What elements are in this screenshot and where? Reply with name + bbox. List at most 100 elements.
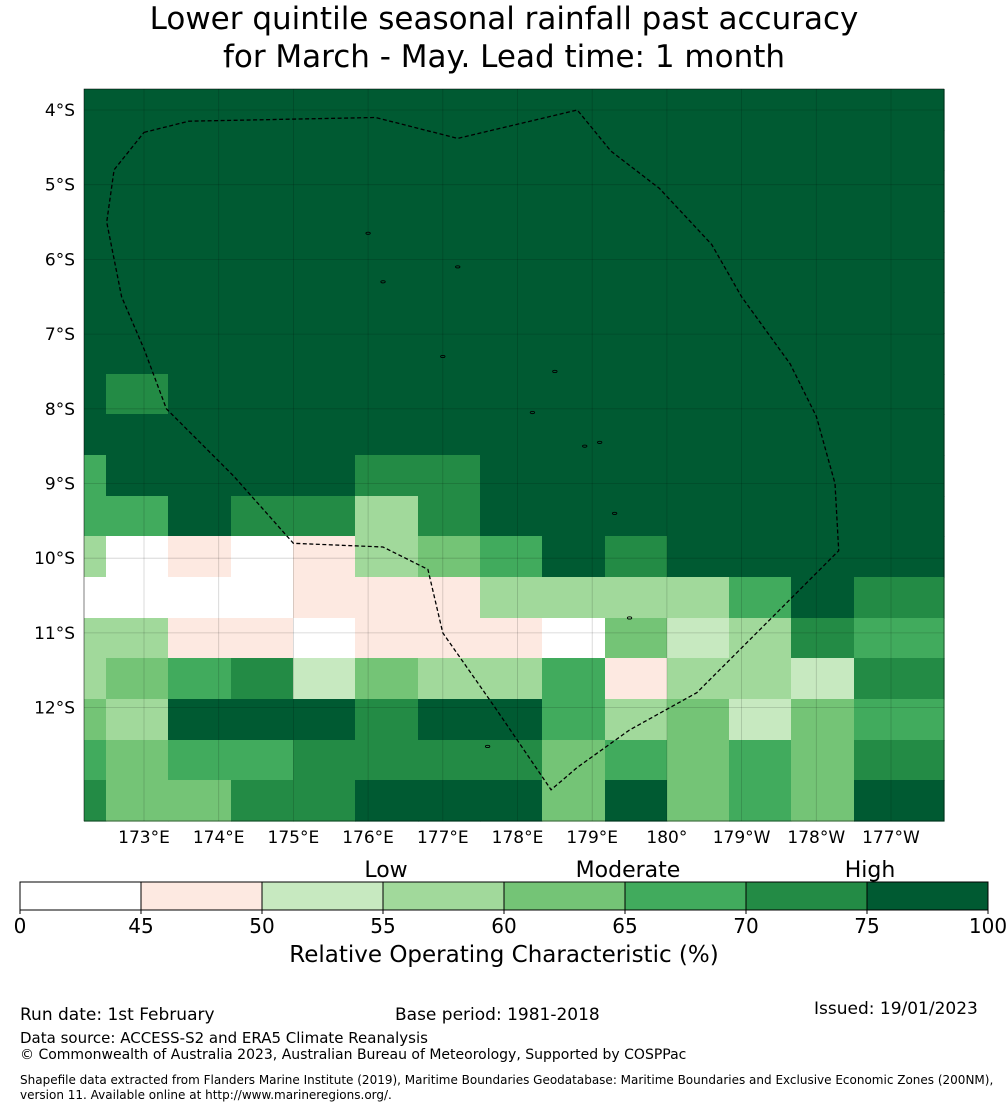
grid-cell [854, 130, 945, 171]
grid-cell [293, 292, 356, 334]
grid-cell [729, 170, 792, 212]
grid-cell [84, 211, 107, 253]
grid-cell [418, 170, 481, 212]
grid-cell [480, 89, 543, 131]
grid-cell [791, 740, 855, 781]
grid-cell [84, 658, 107, 700]
grid-cell [355, 130, 419, 171]
grid-cell [729, 536, 792, 578]
run-date: Run date: 1st February [20, 1005, 215, 1025]
grid-cell [84, 170, 107, 212]
grid-cell [542, 577, 606, 619]
colorbar-category-label: Low [364, 858, 407, 883]
grid-cell [729, 658, 792, 700]
colorbar-tick-label: 0 [14, 914, 27, 938]
grid-cell [231, 618, 294, 659]
grid-cell [791, 455, 855, 497]
grid-cell [729, 130, 792, 171]
grid-cell [355, 455, 419, 497]
grid-cell [729, 89, 792, 131]
grid-cell [293, 496, 356, 537]
grid-cell [231, 374, 294, 415]
grid-cell [791, 130, 855, 171]
grid-cell [791, 577, 855, 619]
grid-cell [480, 536, 543, 578]
grid-cell [667, 455, 730, 497]
grid-cell [231, 780, 294, 822]
latitude-label: 10°S [34, 549, 75, 569]
grid-cell [355, 699, 419, 741]
grid-cell [605, 536, 668, 578]
grid-cell [355, 618, 419, 659]
grid-cell [231, 170, 294, 212]
copyright-notice: © Commonwealth of Australia 2023, Austra… [20, 1047, 687, 1063]
grid-cell [231, 252, 294, 293]
grid-cell [480, 740, 543, 781]
grid-cell [605, 496, 668, 537]
longitude-label: 174°E [193, 828, 245, 848]
grid-cell [605, 780, 668, 822]
grid-cell [791, 780, 855, 822]
longitude-label: 179°E [566, 828, 618, 848]
grid-cell [106, 740, 169, 781]
longitude-label: 179°W [713, 828, 771, 848]
grid-cell [418, 455, 481, 497]
grid-cell [605, 618, 668, 659]
grid-cell [84, 536, 107, 578]
grid-cell [355, 211, 419, 253]
grid-cell [791, 252, 855, 293]
grid-cell [854, 740, 945, 781]
grid-cell [418, 536, 481, 578]
grid-cell [106, 414, 169, 456]
grid-cell [231, 89, 294, 131]
grid-cell [605, 658, 668, 700]
grid-cell [480, 130, 543, 171]
grid-cell [418, 374, 481, 415]
grid-cell [418, 89, 481, 131]
grid-cell [729, 292, 792, 334]
grid-cell [480, 414, 543, 456]
grid-cell [791, 414, 855, 456]
grid-cell [84, 740, 107, 781]
island [380, 280, 386, 284]
grid-cell [418, 496, 481, 537]
island [365, 231, 371, 235]
grid-cell [854, 211, 945, 253]
grid-cell [854, 374, 945, 415]
island [552, 369, 558, 374]
colorbar-segment [19, 881, 142, 911]
grid-cell [542, 374, 606, 415]
grid-cell [418, 658, 481, 700]
grid-cell [418, 740, 481, 781]
longitude-label: 177°W [862, 828, 920, 848]
longitude-label: 175°E [268, 828, 320, 848]
grid-cell [355, 89, 419, 131]
longitude-label: 173°E [118, 828, 170, 848]
grid-cell [293, 740, 356, 781]
grid-cell [106, 333, 169, 375]
grid-cell [854, 780, 945, 822]
island [440, 354, 446, 359]
grid-cell [418, 618, 481, 659]
chart-title: Lower quintile seasonal rainfall past ac… [0, 0, 1008, 76]
grid-cell [791, 658, 855, 700]
colorbar-tick-label: 60 [491, 914, 516, 938]
longitude-label: 178°W [787, 828, 845, 848]
grid-cell [84, 455, 107, 497]
grid-cell [106, 658, 169, 700]
colorbar [19, 881, 989, 911]
grid-cell [667, 658, 730, 700]
island-outlines [365, 231, 633, 748]
longitude-label: 176°E [342, 828, 394, 848]
grid-cell [106, 211, 169, 253]
grid-cell [355, 414, 419, 456]
longitude-label: 177°E [417, 828, 469, 848]
grid-cell [231, 536, 294, 578]
grid-cell [729, 333, 792, 375]
grid-cell [480, 496, 543, 537]
grid-cell [791, 618, 855, 659]
grid-cell [854, 89, 945, 131]
colorbar-segment [745, 881, 868, 911]
grid-cell [106, 536, 169, 578]
grid-cell [355, 374, 419, 415]
